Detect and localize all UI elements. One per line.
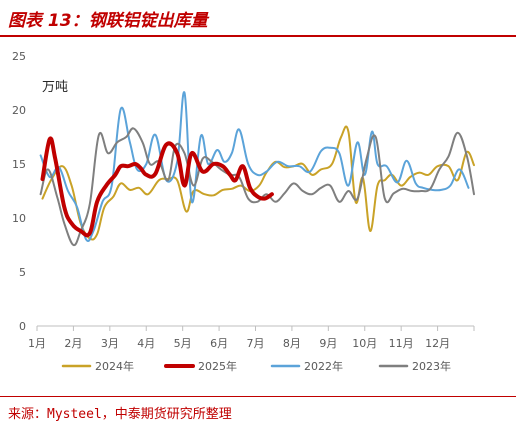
series-line-2023年 bbox=[39, 127, 475, 247]
legend-label: 2025年 bbox=[198, 359, 237, 373]
y-tick-label: 25 bbox=[12, 50, 26, 63]
x-tick-label: 10月 bbox=[352, 337, 377, 350]
legend: 2024年 2025年 2022年 2023年 bbox=[61, 359, 451, 373]
y-tick-label: 15 bbox=[12, 158, 26, 171]
x-tick-label: 7月 bbox=[247, 337, 265, 350]
x-tick-label: 11月 bbox=[389, 337, 414, 350]
series-line-2024年 bbox=[41, 125, 475, 241]
x-tick-label: 5月 bbox=[174, 337, 192, 350]
x-tick-label: 4月 bbox=[137, 337, 155, 350]
chart-title: 图表 13：钢联铝锭出库量 bbox=[8, 11, 208, 31]
y-tick-label: 5 bbox=[19, 266, 26, 279]
y-tick-label: 20 bbox=[12, 104, 26, 117]
axes: 0 5 10 15 20 25 1月 2月 3月 4月 5月 6月 7月 8月 9月 10月 11月 12月 万吨 bbox=[12, 50, 475, 350]
legend-label: 2024年 bbox=[95, 359, 134, 373]
y-tick-label: 10 bbox=[12, 212, 26, 225]
x-tick-label: 3月 bbox=[101, 337, 119, 350]
source-note: 来源：Mysteel，中泰期货研究所整理 bbox=[8, 407, 232, 422]
legend-label: 2023年 bbox=[412, 359, 451, 373]
series-line-2022年 bbox=[39, 91, 470, 243]
x-tick-label: 8月 bbox=[283, 337, 301, 350]
unit-label: 万吨 bbox=[42, 80, 68, 95]
x-tick-label: 2月 bbox=[64, 337, 82, 350]
x-tick-label: 12月 bbox=[425, 337, 450, 350]
x-tick-label: 1月 bbox=[28, 337, 46, 350]
y-tick-label: 0 bbox=[19, 320, 26, 333]
series-layer bbox=[39, 91, 475, 247]
series-line-2025年 bbox=[40, 136, 274, 238]
title-divider bbox=[0, 35, 516, 37]
x-tick-label: 9月 bbox=[319, 337, 337, 350]
x-tick-label: 6月 bbox=[210, 337, 228, 350]
source-divider bbox=[0, 396, 516, 397]
legend-label: 2022年 bbox=[304, 359, 343, 373]
